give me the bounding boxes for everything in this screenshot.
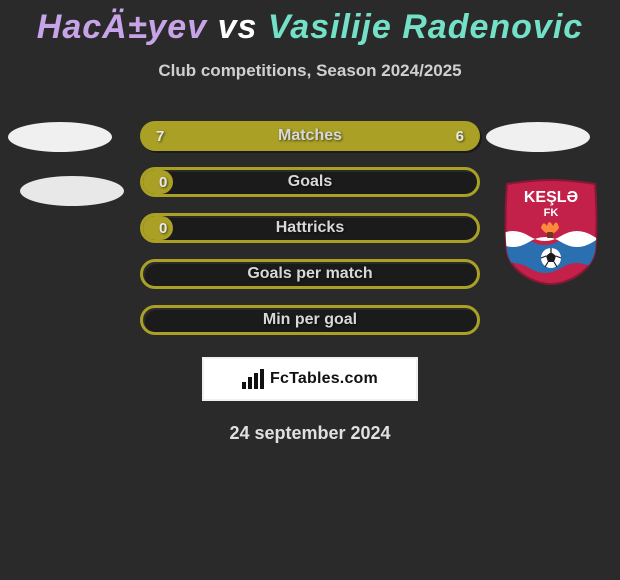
bar-chart-icon [242,369,264,389]
player1-club-placeholder [20,176,124,206]
attribution-box: FcTables.com [202,357,418,401]
stat-label: Min per goal [143,308,477,332]
badge-name: KEŞLƏ [524,189,578,206]
badge-subname: FK [544,207,559,219]
vs-word: vs [218,8,258,46]
comparison-title: HacÄ±yev vs Vasilije Radenovic [0,0,620,47]
stat-label: Goals [143,170,477,194]
subtitle-text: Club competitions, Season 2024/2025 [0,61,620,81]
stats-rows: Matches76Goals0Hattricks0Goals per match… [140,121,480,335]
stat-row: Goals per match [140,259,480,289]
stat-row: Matches7 6 [140,121,480,151]
date-text: 24 september 2024 [0,423,620,444]
stat-value-right: 6 [456,121,464,151]
player1-photo-placeholder [8,122,112,152]
stat-row: Goals0 [140,167,480,197]
stat-row: Hattricks0 [140,213,480,243]
player2-club-badge: KEŞLƏ FK [500,178,602,286]
stat-value-left: 7 [156,121,164,151]
stat-label: Goals per match [143,262,477,286]
player1-name: HacÄ±yev [37,8,207,46]
kesla-shield-icon: KEŞLƏ FK [500,178,602,286]
stat-label: Hattricks [143,216,477,240]
stat-label: Matches [140,121,480,151]
player2-photo-placeholder [486,122,590,152]
player2-name: Vasilije Radenovic [268,8,583,46]
attribution-text: FcTables.com [270,370,378,388]
stat-value-left: 0 [159,170,167,194]
stat-row: Min per goal [140,305,480,335]
stat-value-left: 0 [159,216,167,240]
